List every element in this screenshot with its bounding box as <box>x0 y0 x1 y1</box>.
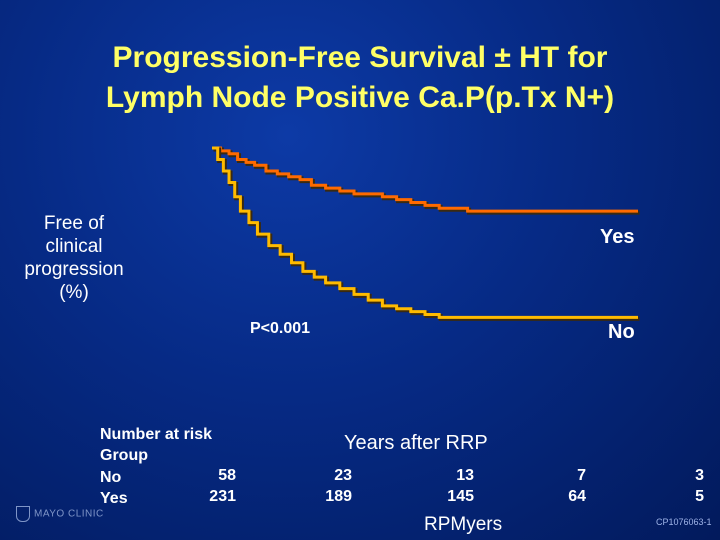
risk-row-yes-label: Yes <box>100 490 128 507</box>
risk-no-4: 3 <box>695 467 704 484</box>
p-value: P<0.001 <box>250 320 311 337</box>
risk-no-0: 58 <box>218 467 236 484</box>
shield-icon <box>16 506 30 522</box>
ylabel-line-4: (%) <box>59 282 89 303</box>
title-line-1: Progression-Free Survival ± HT for <box>112 41 608 74</box>
risk-row-no-label: No <box>100 469 122 486</box>
risk-header: Number at risk <box>100 426 213 443</box>
survival-curve-yes <box>212 146 638 213</box>
slide-code: CP1076063-1 <box>656 517 712 527</box>
survival-curve-no <box>212 146 638 319</box>
risk-no-2: 13 <box>456 467 474 484</box>
x-axis-label: Years after RRP <box>344 432 488 454</box>
risk-group-header: Group <box>100 447 148 464</box>
label-yes: Yes <box>600 226 635 248</box>
credit-text: RPMyers <box>424 514 503 535</box>
ylabel-line-3: progression <box>24 259 124 280</box>
risk-yes-3: 64 <box>568 488 586 505</box>
logo-text: MAYO CLINIC <box>34 508 104 520</box>
title-line-2: Lymph Node Positive Ca.P(p.Tx N+) <box>105 81 615 114</box>
ylabel-line-2: clinical <box>45 236 103 257</box>
chart-title: Progression-Free Survival ± HT for Lymph… <box>20 38 700 118</box>
y-axis-label: Free of clinical progression (%) <box>4 212 144 304</box>
mayo-clinic-logo: MAYO CLINIC <box>16 506 104 522</box>
risk-no-1: 23 <box>334 467 352 484</box>
risk-yes-0: 231 <box>209 488 236 505</box>
label-no: No <box>608 321 635 343</box>
ylabel-line-1: Free of <box>43 213 105 234</box>
risk-yes-4: 5 <box>695 488 704 505</box>
risk-yes-1: 189 <box>325 488 352 505</box>
risk-no-3: 7 <box>577 467 586 484</box>
risk-yes-2: 145 <box>447 488 474 505</box>
